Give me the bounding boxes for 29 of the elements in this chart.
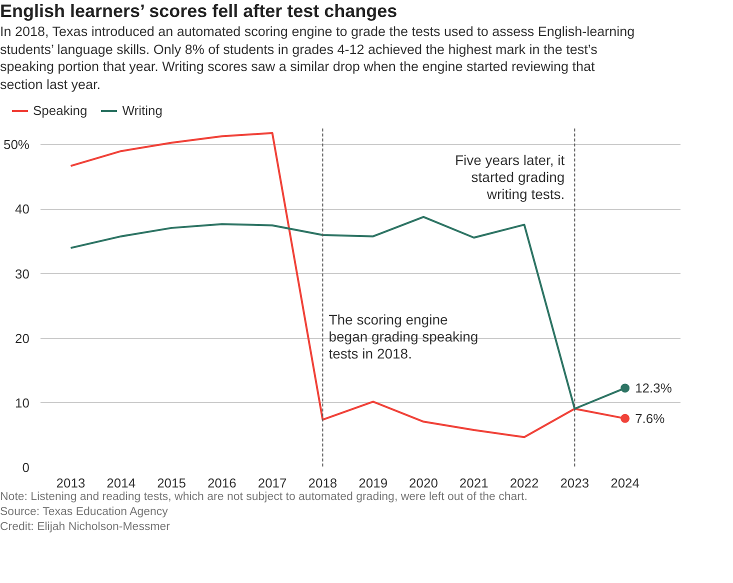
y-tick-label: 20 xyxy=(15,331,30,346)
text: Credit: Elijah Nicholson-Messmer xyxy=(0,520,170,535)
y-tick-label: 50% xyxy=(3,137,30,152)
y-tick-label: 30 xyxy=(15,266,30,282)
x-tick-label: 2018 xyxy=(308,476,338,491)
x-tick-label: 2015 xyxy=(157,476,186,491)
y-tick-label: 0 xyxy=(22,460,30,476)
legend-label: Speaking xyxy=(33,102,88,118)
legend-label: Writing xyxy=(122,102,162,118)
x-tick-label: 2024 xyxy=(610,476,640,491)
ref-line-label: Five years later, it started grading writing tests. xyxy=(454,152,565,202)
x-tick-label: 2022 xyxy=(510,476,539,491)
ref-line-label: The scoring engine began grading speaking tests in 2018. xyxy=(328,312,478,362)
x-tick-label: 2014 xyxy=(106,476,136,491)
text: Note: Listening and reading tests, which are not subject to automated grading, were left out of the chart. xyxy=(0,490,528,506)
x-tick-label: 2023 xyxy=(560,476,590,491)
x-tick-label: 2021 xyxy=(459,476,488,491)
data-label: 12.3% xyxy=(635,380,672,396)
x-tick-label: 2016 xyxy=(207,476,236,491)
y-tick-label: 10 xyxy=(15,396,30,411)
data-label: 7.6% xyxy=(635,411,666,426)
chart-subtitle: In 2018, Texas introduced an automated scoring engine to grade the tests used to assess English-learning students’ language skills. Only 8% of students in grades 4-12 achieved the highest mark in the test’s speaking portion that year. Writing scores saw a similar drop when the engine started reviewing that section last year. xyxy=(0,23,636,94)
y-tick-label: 40 xyxy=(15,202,30,217)
chart-title: English learners’ scores fell after test changes xyxy=(0,0,398,23)
x-tick-label: 2019 xyxy=(358,476,388,491)
source-note: Source: Texas Education Agency xyxy=(0,505,168,520)
x-tick-label: 2017 xyxy=(258,476,287,491)
x-tick-label: 2020 xyxy=(409,476,438,491)
x-tick-label: 2013 xyxy=(56,476,86,491)
